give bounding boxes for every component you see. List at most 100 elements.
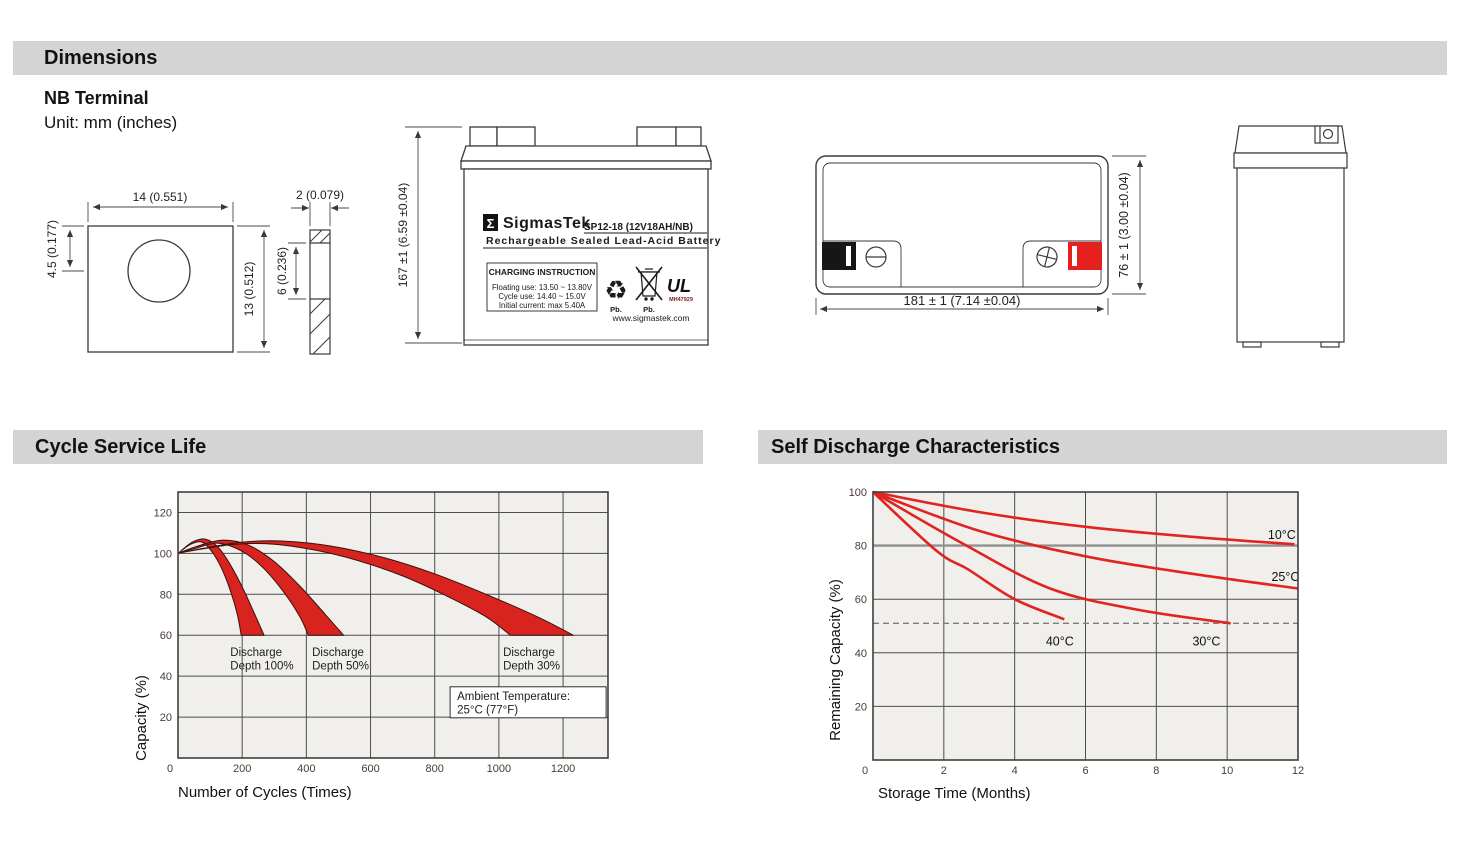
dim-terminal-height: 13 (0.512) bbox=[242, 262, 256, 317]
svg-text:100: 100 bbox=[154, 548, 172, 560]
svg-text:800: 800 bbox=[426, 763, 444, 775]
x-tick-labels: 0 200 400 600 800 1000 1200 bbox=[167, 763, 575, 775]
side-terminal bbox=[1314, 125, 1339, 144]
terminal-hole bbox=[127, 239, 191, 303]
dim-battery-top-width: 181 ± 1 (7.14 ±0.04) bbox=[904, 293, 1021, 308]
y-tick-labels: 20 40 60 80 100 bbox=[849, 487, 867, 713]
crossed-bin-pb-icon bbox=[635, 266, 663, 301]
annotation-text: Depth 30% bbox=[503, 661, 560, 673]
dim-terminal-hole-diameter: 6 (0.236) bbox=[275, 247, 289, 295]
svg-text:100: 100 bbox=[849, 487, 867, 499]
x-axis-title: Storage Time (Months) bbox=[878, 785, 1031, 802]
svg-text:0: 0 bbox=[167, 763, 173, 775]
annotation-text: 25°C (77°F) bbox=[457, 704, 518, 716]
svg-text:1200: 1200 bbox=[551, 763, 575, 775]
svg-text:1000: 1000 bbox=[487, 763, 511, 775]
plot-border bbox=[872, 491, 1299, 761]
charging-instruction-box bbox=[486, 262, 598, 312]
cycle-title: Cycle Service Life bbox=[35, 435, 207, 458]
sigma-glyph: Σ bbox=[487, 216, 495, 231]
terminal-front-view bbox=[62, 202, 270, 353]
series-10°c bbox=[872, 490, 1295, 546]
svg-text:40: 40 bbox=[160, 671, 172, 683]
ul-file-number: MH47929 bbox=[669, 297, 693, 303]
svg-text:400: 400 bbox=[297, 763, 315, 775]
dimensions-section-header: Dimensions bbox=[13, 41, 1447, 75]
plus-symbol-icon bbox=[1036, 246, 1058, 268]
self-title: Self Discharge Characteristics bbox=[771, 435, 1061, 458]
series-40°c bbox=[872, 491, 1065, 621]
self-discharge-header: Self Discharge Characteristics bbox=[758, 430, 1447, 464]
annotation-text: Discharge bbox=[312, 647, 364, 659]
series-label: 30°C bbox=[1192, 634, 1220, 648]
positive-terminal-block bbox=[1068, 242, 1102, 270]
unit-note: Unit: mm (inches) bbox=[44, 113, 178, 132]
svg-text:60: 60 bbox=[855, 594, 867, 606]
self-discharge-chart: 10°C 25°C 30°C 40°C 20 40 60 80 100 0 2 4 6 8 10 12 Stor… bbox=[827, 487, 1304, 802]
svg-text:10: 10 bbox=[1221, 765, 1233, 777]
svg-text:0: 0 bbox=[862, 765, 868, 777]
minus-symbol-icon bbox=[865, 246, 887, 268]
charging-line-3: Initial current: max 5.40A bbox=[499, 301, 586, 310]
sigma-logo bbox=[483, 214, 498, 231]
charging-line-2: Cycle use: 14.40 ~ 15.0V bbox=[498, 292, 586, 301]
svg-text:20: 20 bbox=[855, 701, 867, 713]
svg-text:12: 12 bbox=[1292, 765, 1304, 777]
svg-text:80: 80 bbox=[855, 541, 867, 553]
svg-text:60: 60 bbox=[160, 630, 172, 642]
battery-front-view bbox=[405, 126, 712, 346]
series-label: 10°C bbox=[1268, 528, 1296, 542]
y-axis-title: Capacity (%) bbox=[133, 675, 150, 761]
svg-text:8: 8 bbox=[1153, 765, 1159, 777]
dim-terminal-thickness: 2 (0.079) bbox=[296, 188, 344, 202]
svg-text:600: 600 bbox=[361, 763, 379, 775]
battery-top-view bbox=[815, 155, 1146, 315]
dim-terminal-hole-offset: 4.5 (0.177) bbox=[45, 220, 59, 278]
annotation-text: Depth 50% bbox=[312, 661, 369, 673]
svg-text:2: 2 bbox=[941, 765, 947, 777]
annotation-box bbox=[449, 686, 607, 719]
terminal-type-label: NB Terminal bbox=[44, 88, 149, 108]
y-axis-title: Remaining Capacity (%) bbox=[827, 579, 844, 741]
dimensions-title: Dimensions bbox=[44, 46, 158, 69]
battery-side-view bbox=[1233, 125, 1348, 348]
dim-battery-height: 167 ±1 (6.59 ±0.04) bbox=[396, 183, 410, 288]
svg-text:4: 4 bbox=[1012, 765, 1018, 777]
svg-text:6: 6 bbox=[1082, 765, 1088, 777]
website: www.sigmastek.com bbox=[612, 313, 690, 323]
svg-text:120: 120 bbox=[154, 507, 172, 519]
x-tick-labels: 0 2 4 6 8 10 12 bbox=[862, 765, 1304, 777]
charging-title: CHARGING INSTRUCTION bbox=[489, 267, 596, 277]
ul-mark-icon: UL bbox=[667, 276, 691, 296]
product-line: Rechargeable Sealed Lead-Acid Battery bbox=[486, 235, 721, 247]
recycle-pb-icon: ♻ bbox=[604, 275, 627, 305]
x-axis-title: Number of Cycles (Times) bbox=[178, 784, 352, 801]
series-30°c bbox=[872, 490, 1231, 625]
band-discharge-depth-30% bbox=[177, 540, 574, 636]
annotation-text: Ambient Temperature: bbox=[457, 691, 570, 703]
annotation-text: Depth 100% bbox=[230, 661, 293, 673]
svg-text:80: 80 bbox=[160, 589, 172, 601]
recycle-pb-label: Pb. bbox=[610, 305, 622, 314]
negative-terminal-block bbox=[822, 242, 856, 270]
series-label: 40°C bbox=[1046, 634, 1074, 648]
svg-text:40: 40 bbox=[855, 648, 867, 660]
dim-terminal-width: 14 (0.551) bbox=[133, 190, 188, 204]
svg-text:200: 200 bbox=[233, 763, 251, 775]
gridlines bbox=[873, 492, 1298, 760]
charging-line-1: Floating use: 13.50 ~ 13.80V bbox=[492, 283, 593, 292]
dim-battery-top-depth: 76 ± 1 (3.00 ±0.04) bbox=[1117, 172, 1131, 277]
series-25°c bbox=[872, 490, 1299, 590]
cycle-service-life-header: Cycle Service Life bbox=[13, 430, 703, 464]
brand-name: SigmasTek bbox=[503, 215, 591, 232]
y-tick-labels: 20 40 60 80 100 120 bbox=[154, 507, 172, 724]
annotation-text: Discharge bbox=[503, 647, 555, 659]
bin-pb-label: Pb. bbox=[643, 305, 655, 314]
model-number: SP12-18 (12V18AH/NB) bbox=[584, 222, 693, 233]
svg-text:20: 20 bbox=[160, 712, 172, 724]
annotation-text: Discharge bbox=[230, 647, 282, 659]
series-label: 25°C bbox=[1271, 570, 1299, 584]
terminal-side-view bbox=[288, 202, 349, 355]
